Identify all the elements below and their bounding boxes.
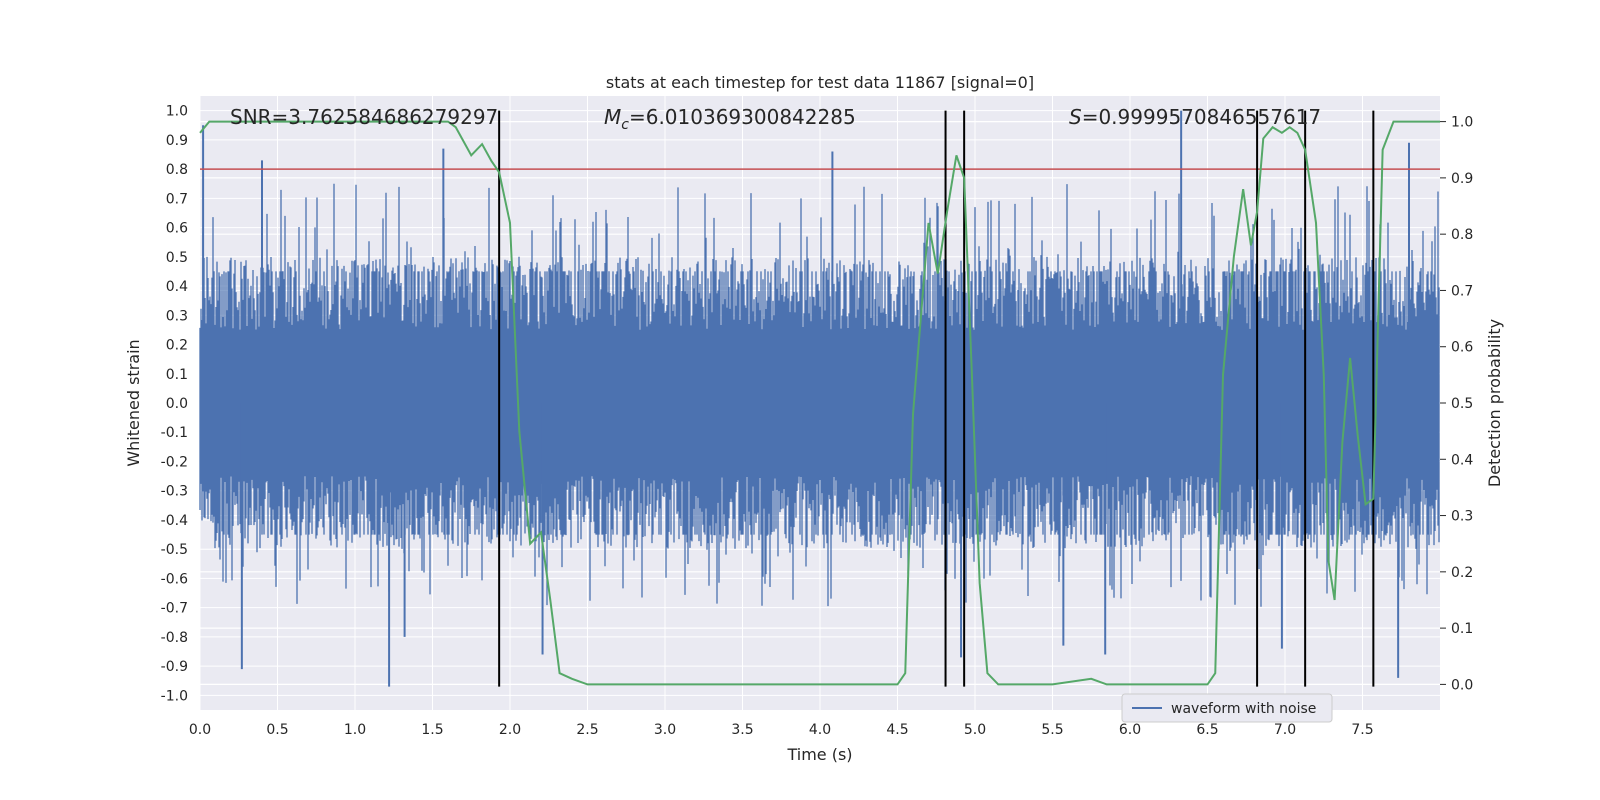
y-tick-label-4: 0.6 — [166, 221, 188, 237]
y-ticks-right: 1.0 0.9 0.8 0.7 0.6 0.5 0.4 0.3 0.2 0.1 0.0 — [1440, 115, 1473, 693]
x-tick-label-3: 1.5 — [421, 722, 443, 738]
y-tick-label-7: 0.3 — [166, 308, 188, 324]
probability-line — [199, 120, 1440, 686]
y-right-tick-label-10: 0.0 — [1451, 677, 1473, 693]
y-right-tick-label-3: 0.7 — [1451, 283, 1473, 299]
y-tick-label-1: 0.9 — [166, 133, 188, 149]
y-tick-label-9: 0.1 — [166, 367, 188, 383]
s-annotation: S=0.9999570846557617 — [1069, 105, 1321, 129]
y-right-tick-label-0: 1.0 — [1451, 115, 1473, 131]
x-tick-label-6: 3.0 — [654, 722, 676, 738]
x-tick-label-11: 5.5 — [1041, 722, 1063, 738]
y-tick-label-17: -0.7 — [161, 601, 188, 617]
x-tick-label-13: 6.5 — [1196, 722, 1218, 738]
y-ticks-left: 1.0 0.9 0.8 0.7 0.6 0.5 0.4 0.3 0.2 0.1 0.0 -0.1 -0.… — [161, 104, 188, 705]
x-tick-label-5: 2.5 — [576, 722, 598, 738]
y-tick-label-8: 0.2 — [166, 338, 188, 354]
y-tick-label-6: 0.4 — [166, 279, 188, 295]
chart-title: stats at each timestep for test data 118… — [606, 73, 1034, 92]
legend-box — [1121, 693, 1333, 723]
probability-layer — [199, 120, 1440, 686]
y-right-tick-label-4: 0.6 — [1451, 340, 1473, 356]
y-tick-label-12: -0.2 — [161, 454, 188, 470]
y-tick-label-10: 0.0 — [166, 396, 188, 412]
y-tick-label-16: -0.6 — [161, 571, 188, 587]
y-tick-label-18: -0.8 — [161, 630, 188, 646]
s-symbol: S — [1069, 105, 1082, 129]
x-tick-label-9: 4.5 — [886, 722, 908, 738]
y-right-tick-label-9: 0.1 — [1451, 621, 1473, 637]
mc-annotation: Mc=6.010369300842285 — [604, 105, 856, 133]
x-tick-label-1: 0.5 — [266, 722, 288, 738]
x-tick-label-15: 7.5 — [1351, 722, 1373, 738]
vertical-lines — [498, 110, 1375, 687]
x-tick-label-4: 2.0 — [499, 722, 521, 738]
legend-label: waveform with noise — [1171, 701, 1316, 717]
x-tick-label-0: 0.0 — [189, 722, 211, 738]
waveform-series — [199, 110, 1440, 687]
mc-subscript: c — [621, 117, 629, 133]
x-tick-label-10: 5.0 — [964, 722, 986, 738]
y-tick-label-5: 0.5 — [166, 250, 188, 266]
legend: waveform with noise — [1121, 693, 1333, 723]
snr-annotation: SNR=3.762584686279297 — [230, 105, 498, 129]
x-tick-label-2: 1.0 — [344, 722, 366, 738]
x-tick-label-8: 4.0 — [809, 722, 831, 738]
y-tick-label-13: -0.3 — [161, 484, 188, 500]
x-ticks: 0.0 0.5 1.0 1.5 2.0 2.5 3.0 3.5 4.0 4.5 5.0 5.5 6.0 6… — [189, 722, 1374, 738]
x-tick-label-7: 3.5 — [731, 722, 753, 738]
y-tick-label-14: -0.4 — [161, 513, 188, 529]
y-right-tick-label-1: 0.9 — [1451, 171, 1473, 187]
y-tick-label-15: -0.5 — [161, 542, 188, 558]
y-axis-label-right: Detection probability — [1485, 319, 1504, 487]
x-tick-label-12: 6.0 — [1119, 722, 1141, 738]
y-right-tick-label-8: 0.2 — [1451, 565, 1473, 581]
mc-value: =6.010369300842285 — [629, 105, 856, 129]
y-tick-label-11: -0.1 — [161, 425, 188, 441]
y-tick-label-0: 1.0 — [166, 104, 188, 120]
y-right-tick-label-5: 0.5 — [1451, 396, 1473, 412]
y-right-tick-label-7: 0.3 — [1451, 509, 1473, 525]
y-tick-label-2: 0.8 — [166, 162, 188, 178]
mc-symbol: M — [604, 105, 621, 129]
y-right-tick-label-6: 0.4 — [1451, 452, 1473, 468]
y-right-tick-label-2: 0.8 — [1451, 227, 1473, 243]
x-axis-label: Time (s) — [786, 745, 852, 764]
y-tick-label-19: -0.9 — [161, 659, 188, 675]
y-axis-label-left: Whitened strain — [124, 339, 143, 466]
y-tick-label-3: 0.7 — [166, 191, 188, 207]
s-value: =0.9999570846557617 — [1082, 105, 1321, 129]
x-tick-label-14: 7.0 — [1274, 722, 1296, 738]
y-tick-label-20: -1.0 — [161, 688, 188, 704]
